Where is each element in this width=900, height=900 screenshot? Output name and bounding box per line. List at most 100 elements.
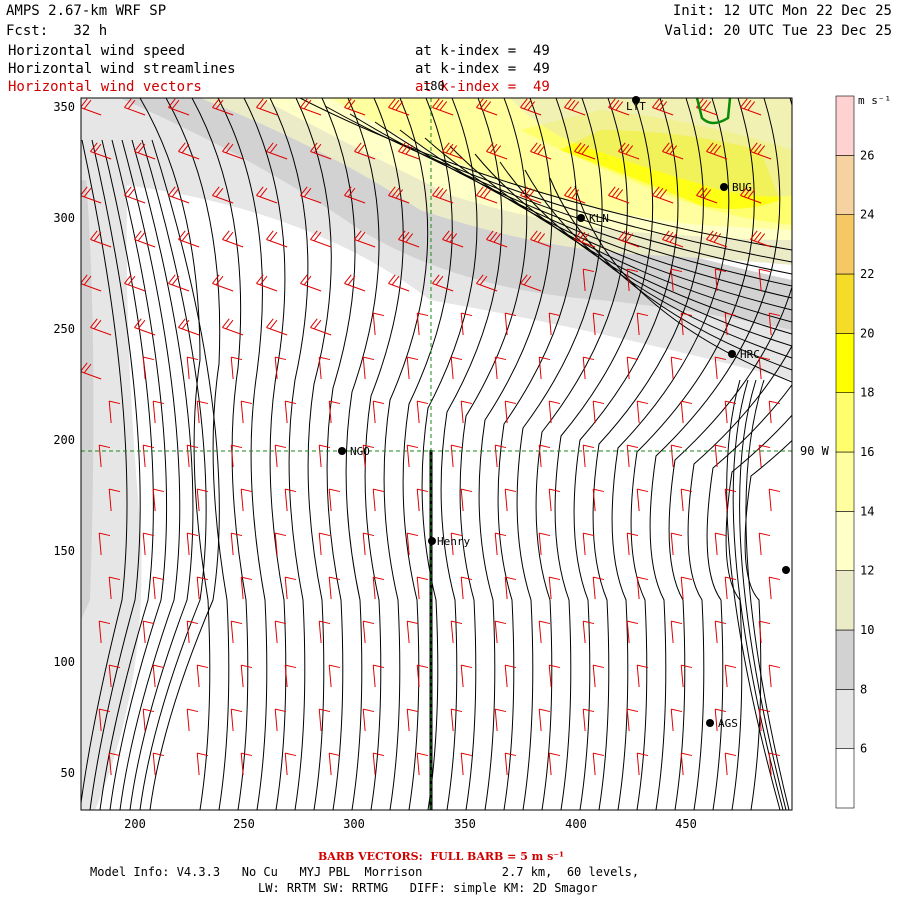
y-tick-label: 300 (53, 211, 75, 225)
colorbar-swatch (835, 511, 855, 571)
x-tick-label: 350 (454, 817, 476, 831)
y-tick-label: 350 (53, 100, 75, 114)
wind-barb (538, 356, 551, 380)
wind-barb (372, 752, 385, 776)
wind-barb (90, 142, 112, 160)
colorbar-label: 14 (860, 504, 874, 518)
wind-barb (362, 444, 375, 468)
wind-barb (548, 576, 561, 600)
y-axis: 350 300 250 200 150 100 50 (53, 100, 75, 780)
wind-barb (196, 752, 209, 776)
station-label: Henry (437, 535, 470, 548)
wind-barb (142, 356, 155, 380)
wind-barb (608, 98, 630, 116)
wind-barb (750, 142, 772, 160)
wind-barb (81, 362, 102, 380)
wind-barb (670, 708, 683, 732)
wind-barb (626, 532, 639, 556)
wind-barb (486, 142, 508, 160)
wind-barb (564, 186, 586, 204)
wind-barb (758, 532, 771, 556)
wind-barb (362, 532, 375, 556)
wind-barb (212, 274, 234, 292)
wind-barb (81, 274, 102, 292)
station-bug: BUG (720, 181, 752, 194)
wind-barb (134, 142, 156, 160)
station-label: HRC (740, 348, 760, 361)
streamline (364, 98, 404, 810)
wind-barb (388, 98, 410, 116)
wind-barb (152, 400, 165, 424)
wind-barb (108, 664, 121, 688)
wind-barb (406, 620, 419, 644)
wind-barb (98, 620, 111, 644)
colorbar-label: 20 (860, 326, 874, 340)
colorbar-swatch (835, 451, 855, 512)
wind-barb (416, 400, 429, 424)
wind-barb (416, 488, 429, 512)
wind-barb (670, 532, 683, 556)
wind-barb (186, 708, 199, 732)
wind-barb (372, 488, 385, 512)
wind-barb (460, 312, 473, 336)
wind-barb (256, 186, 278, 204)
wind-barb (662, 230, 684, 248)
wind-barb (266, 142, 288, 160)
wind-barb (344, 98, 366, 116)
wind-barb (724, 488, 737, 512)
wind-barb (582, 620, 595, 644)
wind-barb (636, 488, 649, 512)
wind-barb (284, 664, 297, 688)
wind-barb (714, 708, 727, 732)
streamline (243, 98, 287, 810)
wind-barb (636, 664, 649, 688)
wind-barb (626, 444, 639, 468)
colorbar: 26 24 22 20 18 16 14 12 10 8 6 (835, 95, 874, 809)
wind-barb (196, 664, 209, 688)
streamline (574, 185, 792, 383)
wind-barb (662, 142, 684, 160)
streamline (611, 98, 730, 810)
streamline (399, 129, 792, 299)
wind-barb (124, 186, 146, 204)
wind-barb (626, 268, 639, 292)
wind-barb (724, 400, 737, 424)
wind-barb (724, 752, 737, 776)
station-henry: Henry (428, 535, 470, 548)
wind-barb (222, 230, 244, 248)
wind-barb (310, 318, 332, 336)
wind-barb (758, 620, 771, 644)
streamline (139, 139, 207, 810)
wind-barb (592, 664, 605, 688)
station-label: BUG (732, 181, 752, 194)
wind-barb (196, 488, 209, 512)
wind-barb (152, 752, 165, 776)
wind-barb (460, 664, 473, 688)
wind-barb (388, 186, 410, 204)
wind-barb (538, 708, 551, 732)
wind-barb (240, 400, 253, 424)
wind-barb (416, 576, 429, 600)
wind-barb (494, 356, 507, 380)
streamline (165, 98, 230, 810)
physics-info: LW: RRTM SW: RRTMG DIFF: simple KM: 2D S… (258, 881, 598, 895)
wind-barb (636, 752, 649, 776)
wind-barb (476, 98, 498, 116)
wind-barb (310, 230, 332, 248)
wind-barb (626, 708, 639, 732)
wind-barb (318, 356, 331, 380)
wind-barb (152, 576, 165, 600)
wind-barb (318, 620, 331, 644)
colorbar-label: 18 (860, 386, 874, 400)
streamline (459, 98, 528, 810)
wind-barb (714, 532, 727, 556)
field-line-vectors: Horizontal wind vectors (8, 79, 202, 95)
wind-barb (432, 98, 454, 116)
wind-barb (548, 400, 561, 424)
x-tick-label: 450 (675, 817, 697, 831)
wind-barb (504, 664, 517, 688)
wind-barb (142, 708, 155, 732)
wind-barb (284, 576, 297, 600)
wind-barb (186, 532, 199, 556)
wind-barb (406, 356, 419, 380)
